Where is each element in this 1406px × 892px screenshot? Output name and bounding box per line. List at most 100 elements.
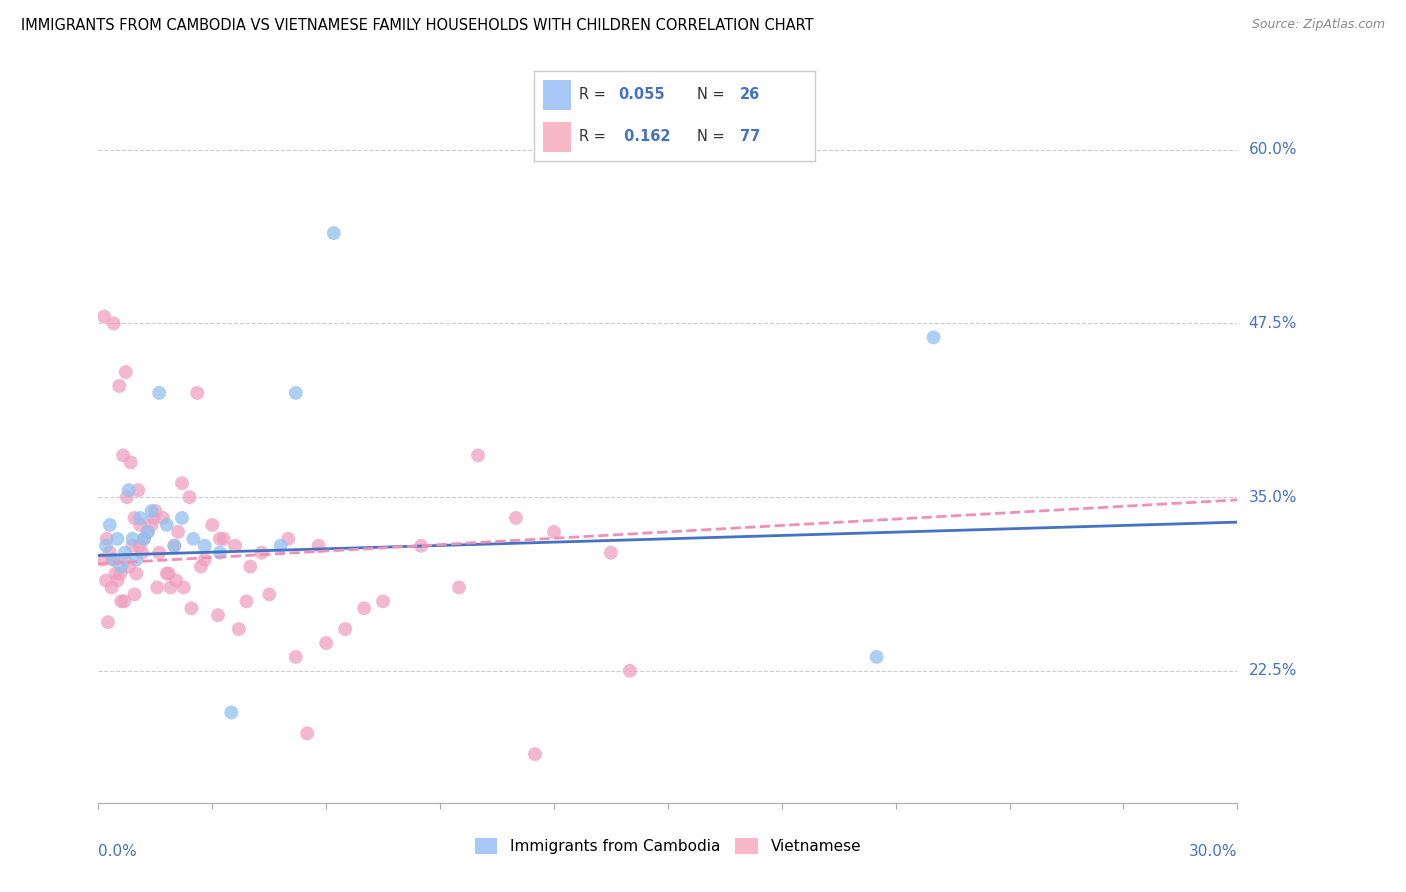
Point (118, 559, 141, 574)
Point (131, 546, 153, 560)
Point (221, 706, 243, 720)
Bar (543, 80, 571, 110)
Point (308, 539, 330, 553)
Text: R =: R = (579, 87, 610, 103)
Point (239, 559, 262, 574)
Point (207, 608, 229, 623)
Point (129, 511, 152, 525)
Point (179, 490, 201, 504)
Point (146, 581, 169, 595)
Point (127, 483, 149, 498)
Point (141, 504, 163, 518)
Point (107, 532, 129, 546)
Point (163, 539, 186, 553)
Point (120, 455, 142, 469)
Point (94, 539, 117, 553)
Point (100, 581, 122, 595)
Point (128, 539, 150, 553)
Point (132, 532, 155, 546)
Point (121, 539, 143, 553)
Point (322, 226, 344, 240)
Point (118, 483, 141, 498)
Point (866, 649, 889, 664)
Point (97, 615, 120, 630)
Point (148, 546, 170, 560)
Legend: Immigrants from Cambodia, Vietnamese: Immigrants from Cambodia, Vietnamese (468, 832, 868, 860)
Point (194, 539, 217, 553)
Point (212, 532, 235, 546)
Point (543, 524, 565, 539)
Text: 0.055: 0.055 (619, 87, 665, 103)
Point (148, 385, 170, 400)
Point (114, 546, 136, 560)
Point (103, 317, 125, 331)
Point (159, 581, 181, 595)
Point (224, 539, 246, 553)
Point (277, 532, 299, 546)
Point (110, 566, 132, 581)
Point (208, 532, 231, 546)
Point (180, 601, 202, 615)
Point (250, 546, 273, 560)
Point (173, 581, 195, 595)
Point (270, 539, 292, 553)
Point (141, 517, 163, 532)
Point (447, 581, 470, 595)
Text: 0.162: 0.162 (619, 129, 671, 144)
Point (112, 594, 135, 608)
Point (163, 539, 186, 553)
Point (96, 532, 118, 546)
Point (98, 546, 121, 560)
Point (152, 511, 174, 525)
Point (136, 524, 159, 539)
Point (156, 517, 179, 532)
Point (186, 385, 208, 400)
Text: 60.0%: 60.0% (1249, 142, 1298, 157)
Point (91, 552, 114, 566)
Point (112, 449, 135, 463)
Point (98, 517, 121, 532)
Point (125, 566, 148, 581)
Point (110, 594, 132, 608)
Point (165, 574, 187, 588)
Point (524, 747, 547, 761)
Point (467, 449, 489, 463)
Point (167, 524, 190, 539)
Point (121, 532, 143, 546)
Text: 0.0%: 0.0% (98, 845, 138, 860)
Text: R =: R = (579, 129, 610, 144)
Point (136, 524, 159, 539)
Point (157, 566, 180, 581)
Point (108, 379, 131, 393)
Point (190, 559, 212, 574)
Point (132, 532, 155, 546)
Point (110, 559, 132, 574)
Point (129, 517, 152, 532)
Point (600, 546, 623, 560)
Point (284, 385, 307, 400)
Text: 47.5%: 47.5% (1249, 316, 1298, 331)
Bar (543, 122, 571, 152)
Text: Source: ZipAtlas.com: Source: ZipAtlas.com (1251, 18, 1385, 31)
Point (194, 552, 217, 566)
Text: 77: 77 (740, 129, 759, 144)
Text: N =: N = (697, 87, 730, 103)
Text: 35.0%: 35.0% (1249, 490, 1298, 505)
Point (411, 539, 433, 553)
Point (922, 330, 945, 344)
Point (228, 622, 250, 636)
Point (315, 636, 337, 650)
Point (94, 574, 117, 588)
Point (284, 649, 307, 664)
Point (115, 490, 138, 504)
Point (259, 587, 281, 601)
Point (125, 552, 148, 566)
Text: 22.5%: 22.5% (1249, 664, 1298, 678)
Point (505, 511, 527, 525)
Point (142, 511, 165, 525)
Point (208, 546, 231, 560)
Point (170, 511, 193, 525)
Point (93, 310, 115, 324)
Text: 30.0%: 30.0% (1189, 845, 1237, 860)
Point (170, 476, 193, 491)
